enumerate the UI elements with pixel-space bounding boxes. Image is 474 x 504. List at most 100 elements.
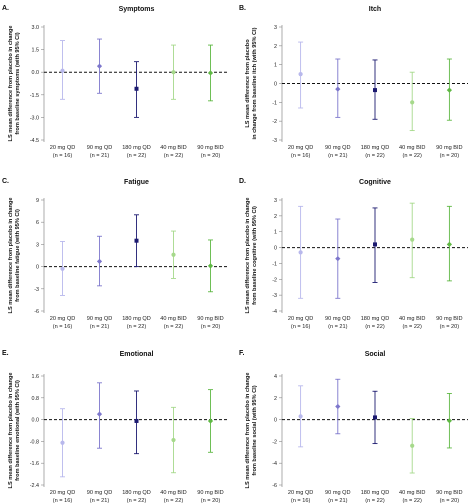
x-category-label: 20 mg QD xyxy=(288,316,314,322)
x-category-n: (n = 16) xyxy=(53,498,73,504)
y-tick-label: 3.0 xyxy=(32,25,40,31)
y-tick-label: 2 xyxy=(274,214,277,220)
x-category-label: 90 mg BID xyxy=(436,490,462,496)
panel-title: Fatigue xyxy=(124,179,149,186)
x-category-n: (n = 21) xyxy=(90,498,110,504)
x-category-n: (n = 20) xyxy=(440,324,460,330)
x-category-n: (n = 16) xyxy=(53,324,73,330)
x-category-label: 40 mg BID xyxy=(160,490,186,496)
estimate-marker-diamond xyxy=(96,63,103,69)
y-tick-label: 0 xyxy=(274,246,277,252)
x-category-label: 20 mg QD xyxy=(50,490,76,496)
panel-title: Itch xyxy=(369,6,381,13)
y-tick-label: 3 xyxy=(36,242,39,248)
estimate-marker-diamond xyxy=(446,87,452,93)
x-category-label: 180 mg QD xyxy=(122,145,151,151)
x-category-label: 90 mg BID xyxy=(436,145,462,151)
y-tick-label: -4.5 xyxy=(30,138,39,144)
x-category-label: 40 mg BID xyxy=(399,490,425,496)
x-category-n: (n = 20) xyxy=(440,498,460,504)
x-category-n: (n = 22) xyxy=(127,153,147,159)
x-category-n: (n = 20) xyxy=(201,324,221,330)
estimate-marker-square xyxy=(134,238,139,243)
panel-label: B. xyxy=(239,5,246,12)
chart-panel-emotional: E. Emotional LS mean difference from place… xyxy=(2,350,229,504)
x-category-n: (n = 20) xyxy=(440,153,460,159)
estimate-marker-circle xyxy=(171,437,176,443)
y-tick-label: -3 xyxy=(34,287,39,293)
y-tick-label: 0 xyxy=(274,82,277,88)
estimate-marker-square xyxy=(373,415,377,420)
y-tick-label: 1.5 xyxy=(32,48,40,54)
y-tick-label: -1.6 xyxy=(30,461,39,467)
y-tick-label: -1 xyxy=(272,261,277,267)
x-category-label: 90 mg BID xyxy=(197,145,223,151)
y-tick-label: -3 xyxy=(272,138,277,144)
estimate-marker-circle xyxy=(60,68,65,73)
chart-panel-social: F. Social LS mean difference from placebo … xyxy=(239,350,468,504)
y-tick-label: -4 xyxy=(272,309,277,315)
estimate-marker-circle xyxy=(298,71,303,77)
x-category-n: (n = 16) xyxy=(53,153,73,159)
estimate-marker-diamond xyxy=(96,411,103,417)
x-category-n: (n = 20) xyxy=(201,153,221,159)
y-axis-label: LS mean difference from placebo in chang… xyxy=(8,198,21,314)
x-category-label: 90 mg BID xyxy=(436,316,462,322)
y-tick-label: -3.0 xyxy=(30,115,39,121)
x-category-n: (n = 22) xyxy=(127,324,147,330)
panel-label: A. xyxy=(2,5,9,12)
x-category-label: 90 mg QD xyxy=(87,145,113,151)
y-tick-label: -2 xyxy=(272,277,277,283)
y-tick-label: 2 xyxy=(274,44,277,50)
y-tick-label: 0 xyxy=(36,265,39,271)
x-category-n: (n = 22) xyxy=(127,498,147,504)
y-axis-label: LS mean difference from placebo in chang… xyxy=(8,373,21,489)
x-category-n: (n = 21) xyxy=(90,324,110,330)
x-category-n: (n = 22) xyxy=(164,153,184,159)
y-tick-label: 1 xyxy=(274,230,277,236)
estimate-marker-square xyxy=(134,418,139,423)
panel-label: E. xyxy=(2,350,9,357)
y-axis-label: LS mean difference from placeboin change… xyxy=(245,27,258,139)
x-category-n: (n = 22) xyxy=(365,324,385,330)
x-category-label: 40 mg BID xyxy=(160,145,186,151)
x-category-n: (n = 21) xyxy=(90,153,110,159)
x-category-label: 40 mg BID xyxy=(160,316,186,322)
estimate-marker-circle xyxy=(60,266,65,271)
x-category-n: (n = 21) xyxy=(328,153,348,159)
estimate-marker-circle xyxy=(410,443,415,448)
y-tick-label: -2.4 xyxy=(30,483,39,489)
x-category-label: 90 mg QD xyxy=(87,490,113,496)
estimate-marker-square xyxy=(134,86,139,91)
y-tick-label: 0.0 xyxy=(32,70,40,76)
y-tick-label: 6 xyxy=(36,220,39,226)
x-category-n: (n = 22) xyxy=(402,324,422,330)
y-tick-label: 4 xyxy=(274,374,277,380)
estimate-marker-diamond xyxy=(446,241,452,247)
x-category-n: (n = 22) xyxy=(402,498,422,504)
x-category-label: 20 mg QD xyxy=(50,316,76,322)
x-category-label: 90 mg QD xyxy=(325,490,351,496)
panel-title: Cognitive xyxy=(359,179,391,186)
x-category-n: (n = 21) xyxy=(328,324,348,330)
chart-panel-symptoms: A. Symptoms LS mean difference from placeb… xyxy=(2,5,229,159)
y-tick-label: 2 xyxy=(274,396,277,402)
x-category-label: 90 mg QD xyxy=(325,316,351,322)
panel-label: C. xyxy=(2,178,9,185)
x-category-n: (n = 22) xyxy=(365,498,385,504)
x-category-label: 40 mg BID xyxy=(399,145,425,151)
x-category-label: 90 mg BID xyxy=(197,316,223,322)
y-tick-label: -1.5 xyxy=(30,93,39,99)
y-axis-label: LS mean difference from placebo in chang… xyxy=(8,26,21,142)
y-tick-label: -2 xyxy=(272,119,277,125)
estimate-marker-circle xyxy=(60,440,65,445)
estimate-marker-diamond xyxy=(207,418,214,424)
y-tick-label: -4 xyxy=(272,461,277,467)
x-category-n: (n = 22) xyxy=(402,153,422,159)
estimate-marker-diamond xyxy=(96,258,103,265)
chart-panel-fatigue: C. Fatigue LS mean difference from placebo… xyxy=(2,178,229,330)
y-tick-label: -3 xyxy=(272,293,277,299)
y-tick-label: -6 xyxy=(272,483,277,489)
x-category-n: (n = 22) xyxy=(365,153,385,159)
